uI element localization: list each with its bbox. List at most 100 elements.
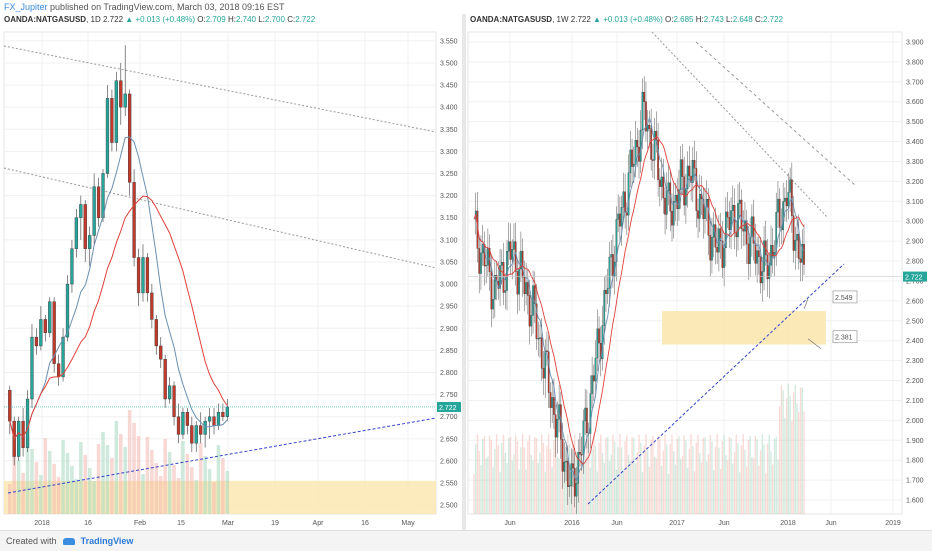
daily-y-tick-1: 3.500: [440, 60, 458, 67]
weekly-candle-body: [681, 159, 684, 177]
weekly-candle-body: [481, 244, 484, 254]
daily-y-tick-5: 3.300: [440, 149, 458, 156]
weekly-candle-body: [754, 243, 757, 264]
weekly-chart-svg[interactable]: 3.900 3.800 3.700 3.600 3.500 3.400 3.300 3.200…: [466, 28, 932, 530]
daily-volume-bar: [79, 442, 83, 514]
weekly-candle-body: [728, 217, 731, 230]
daily-volume-bar: [70, 466, 74, 514]
weekly-volume-bar: [756, 439, 758, 514]
weekly-candle-body: [643, 91, 646, 102]
weekly-volume-bar: [789, 396, 791, 514]
weekly-y-tick-9: 3.000: [906, 219, 924, 226]
weekly-volume-bar: [681, 456, 684, 514]
daily-y-tick-15: 2.800: [440, 370, 458, 377]
weekly-volume-bar: [617, 447, 619, 514]
weekly-volume-bar: [759, 450, 762, 514]
weekly-y-tick-16: 2.300: [906, 358, 924, 365]
daily-candle-body: [194, 425, 198, 444]
daily-candle-body: [199, 425, 203, 435]
weekly-y-tick-15: 2.400: [906, 338, 924, 345]
weekly-candle-body: [568, 485, 571, 487]
daily-last: 2.722: [103, 15, 124, 24]
weekly-volume-bar: [650, 439, 652, 514]
daily-volume-bar: [181, 441, 185, 514]
weekly-volume-bar: [758, 465, 760, 514]
weekly-chart-panel[interactable]: OANDA:NATGASUSD, 1W 2.722 ▲ +0.013 (+0.4…: [466, 14, 932, 530]
weekly-close: 2.722: [762, 15, 783, 24]
daily-x-tick-1: 16: [84, 520, 92, 527]
weekly-candle-body: [785, 197, 788, 207]
weekly-volume-bar: [554, 435, 557, 514]
daily-volume-bar: [212, 482, 216, 514]
weekly-volume-bar: [707, 454, 710, 514]
weekly-candle-body: [731, 205, 734, 211]
tradingview-brand[interactable]: TradingView: [80, 536, 134, 546]
weekly-candle-body: [537, 338, 540, 340]
weekly-volume-bar: [634, 463, 637, 514]
created-with-text: Created with: [6, 536, 57, 546]
daily-candle-body: [83, 204, 87, 249]
daily-candle-body: [88, 235, 92, 249]
daily-volume-bar: [56, 477, 61, 514]
weekly-candle-body: [518, 268, 520, 295]
daily-volume-bar: [207, 469, 212, 514]
weekly-candle-body: [707, 199, 710, 236]
weekly-volume-bar: [547, 434, 550, 514]
weekly-volume-bar: [763, 444, 765, 514]
weekly-candle-body: [500, 262, 503, 266]
weekly-ma-slow: [473, 136, 805, 465]
weekly-volume-bar: [582, 458, 585, 514]
footer-bar: Created with TradingView: [0, 530, 932, 551]
weekly-volume-bar: [633, 438, 635, 514]
daily-candle-body: [203, 420, 207, 435]
daily-candle-body: [141, 257, 145, 294]
weekly-volume-bar: [799, 387, 802, 514]
weekly-volume-bar: [662, 450, 665, 514]
weekly-candle-body: [521, 250, 524, 278]
daily-volume-bar: [92, 481, 96, 514]
weekly-volume-bar: [711, 441, 713, 514]
weekly-volume-bar: [549, 449, 552, 514]
weekly-candle-body: [540, 337, 543, 369]
weekly-candle-body: [561, 439, 564, 472]
weekly-candle-body: [566, 460, 569, 487]
weekly-candle-body: [778, 198, 781, 228]
weekly-candle-body: [695, 168, 698, 211]
daily-x-tick-2: Feb: [134, 520, 146, 527]
weekly-volume-bar: [660, 465, 663, 514]
panel-divider[interactable]: [462, 14, 466, 530]
weekly-volume-bar: [622, 469, 625, 514]
weekly-candle-body: [606, 288, 609, 294]
weekly-callout-box-0: [832, 290, 858, 304]
weekly-candle-body: [487, 248, 489, 266]
weekly-volume-bar: [546, 445, 548, 514]
weekly-candle-body: [610, 254, 613, 258]
weekly-volume-bar: [490, 440, 493, 514]
weekly-candle-body: [766, 254, 769, 280]
weekly-y-tick-20: 1.900: [906, 438, 924, 445]
weekly-volume-bar: [697, 434, 699, 514]
weekly-volume-bar: [527, 441, 529, 514]
daily-candle-body: [110, 98, 114, 143]
daily-candle-body: [225, 406, 229, 417]
weekly-price-tag-bg: [903, 271, 927, 282]
daily-chart-panel[interactable]: OANDA:NATGASUSD, 1D 2.722 ▲ +0.013 (+0.4…: [0, 14, 462, 530]
weekly-volume-bar: [673, 451, 675, 514]
weekly-volume-bar: [610, 454, 612, 514]
weekly-volume-bar: [502, 434, 505, 514]
weekly-volume-bar: [499, 471, 501, 514]
weekly-candle-body: [725, 211, 727, 249]
weekly-candle-body: [584, 407, 586, 422]
weekly-volume-bar: [749, 435, 751, 514]
daily-y-tick-6: 3.250: [440, 171, 458, 178]
daily-low: 2.700: [264, 15, 285, 24]
weekly-volume-bar: [521, 434, 524, 514]
daily-candle-body: [17, 420, 21, 457]
weekly-close-label: C:: [754, 15, 763, 24]
daily-chart-svg[interactable]: 3.550 3.500 3.450 3.400 3.350 3.300 3.250 3.200…: [0, 28, 462, 530]
weekly-candle-body: [797, 234, 800, 259]
weekly-volume-bar: [695, 442, 698, 514]
weekly-candle-body: [686, 165, 689, 190]
author-link[interactable]: FX_Jupiter: [4, 2, 48, 12]
daily-volume-bar: [110, 458, 114, 514]
